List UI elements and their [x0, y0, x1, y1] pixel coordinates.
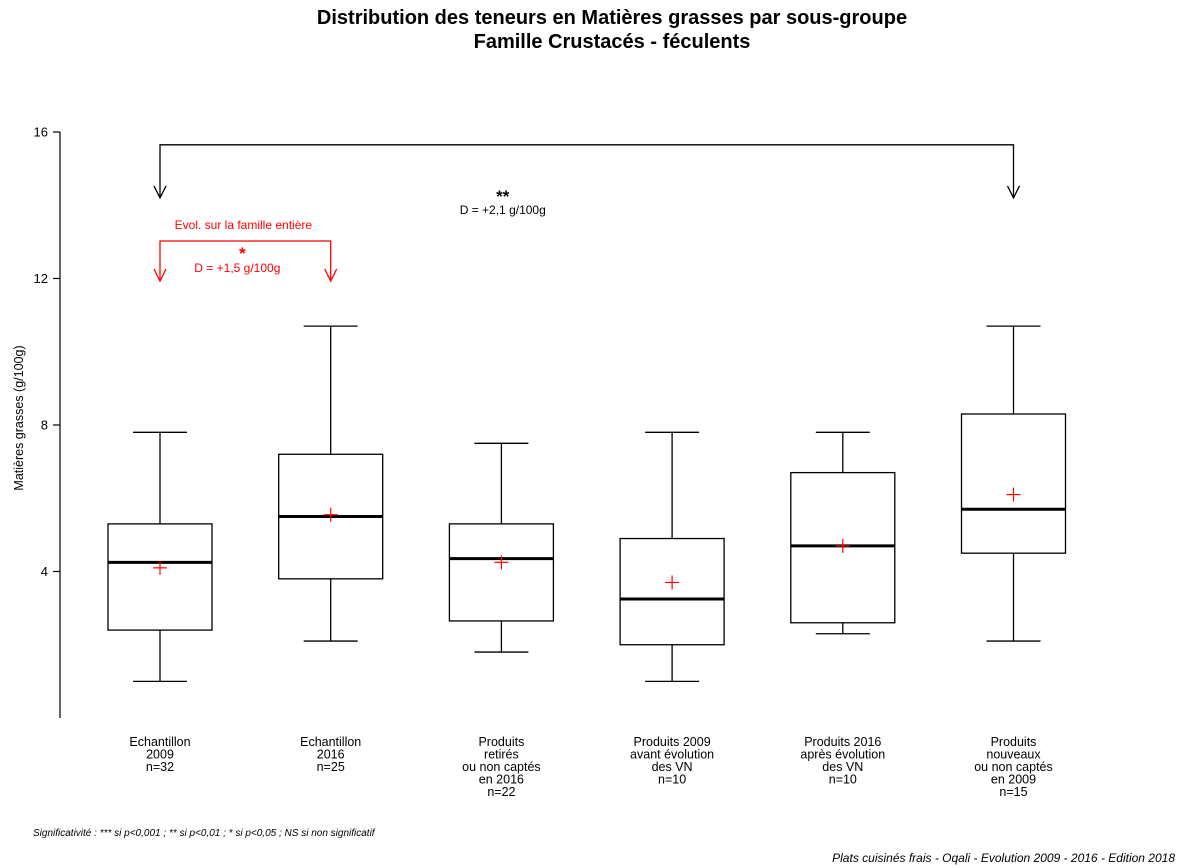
category-label-line: n=22 [487, 785, 515, 799]
category-label-line: Produits [478, 735, 524, 749]
red-difference-label: D = +1,5 g/100g [194, 261, 280, 275]
category-label-line: retirés [484, 748, 519, 762]
y-axis-label: Matières grasses (g/100g) [12, 345, 26, 490]
black-difference-label: D = +2,1 g/100g [460, 203, 546, 217]
category-label-line: après évolution [800, 748, 885, 762]
red-significance-stars: * [239, 244, 246, 263]
black-bracket-line [159, 144, 1015, 198]
category-label-line: nouveaux [986, 748, 1041, 762]
box-group [448, 442, 555, 653]
box-group [960, 325, 1067, 642]
box-group [619, 431, 725, 683]
box-group [107, 431, 213, 683]
category-label-line: n=10 [829, 773, 857, 787]
category-label: Produits 2016 après évolution des VN n=10 [800, 735, 885, 787]
black-arrow-right [1006, 185, 1021, 200]
category-label-line: des VN [822, 760, 863, 774]
iqr-box [790, 471, 896, 624]
category-label-line: en 2009 [991, 773, 1036, 787]
category-label-line: Produits 2016 [804, 735, 881, 749]
red-arrow-left [153, 268, 167, 283]
category-label-line: des VN [652, 760, 693, 774]
black-arrow-left [153, 185, 167, 200]
category-label-line: n=10 [658, 773, 686, 787]
red-arrow-right [324, 268, 338, 283]
red-bracket: Evol. sur la famille entière *D = +1,5 g/… [153, 218, 338, 283]
boxes [107, 325, 1067, 683]
black-significance-stars: ** [496, 187, 510, 206]
iqr-box [448, 523, 555, 622]
category-label: Echantillon 2016 n=25 [300, 735, 361, 774]
category-label: Produits retirés ou non captés en 2016 n=22 [462, 735, 541, 799]
category-label-line: avant évolution [630, 748, 714, 762]
box-group [278, 325, 384, 642]
category-label-line: n=25 [317, 760, 345, 774]
y-axis: 4 8 12 16 [34, 124, 61, 718]
category-label-line: 2009 [146, 748, 174, 762]
category-label-line: n=15 [999, 785, 1027, 799]
significance-footnote: Significativité : *** si p<0,001 ; ** si… [33, 828, 376, 839]
category-label-line: Produits [991, 735, 1037, 749]
y-tick-label: 16 [34, 124, 48, 139]
chart-title-line-2: Famille Crustacés - féculents [474, 31, 751, 53]
black-bracket: **D = +2,1 g/100g [153, 144, 1021, 217]
category-label-line: ou non captés [462, 760, 541, 774]
y-tick-label: 12 [34, 271, 48, 286]
category-label-line: ou non captés [974, 760, 1053, 774]
source-note: Plats cuisinés frais - Oqali - Evolution… [832, 851, 1175, 865]
category-label-line: en 2016 [479, 773, 524, 787]
y-tick-label: 8 [41, 417, 48, 432]
category-label-line: Echantillon [129, 735, 190, 749]
category-label-line: Produits 2009 [634, 735, 711, 749]
box-group [790, 431, 896, 635]
category-label-line: 2016 [317, 748, 345, 762]
iqr-box [619, 537, 725, 646]
iqr-box [107, 523, 213, 631]
iqr-box [960, 413, 1067, 554]
red-bracket-line [159, 240, 332, 281]
y-tick-label: 4 [41, 564, 48, 579]
category-label: Produits 2009 avant évolution des VN n=10 [630, 735, 714, 787]
category-label-line: n=32 [146, 760, 174, 774]
chart-title-line-1: Distribution des teneurs en Matières gra… [317, 7, 907, 29]
category-label: Echantillon 2009 n=32 [129, 735, 190, 774]
red-annotation-title: Evol. sur la famille entière [175, 218, 313, 232]
category-label: Produits nouveaux ou non captés en 2009 n=15 [974, 735, 1053, 799]
category-label-line: Echantillon [300, 735, 361, 749]
chart-title: Distribution des teneurs en Matières gra… [317, 7, 907, 53]
